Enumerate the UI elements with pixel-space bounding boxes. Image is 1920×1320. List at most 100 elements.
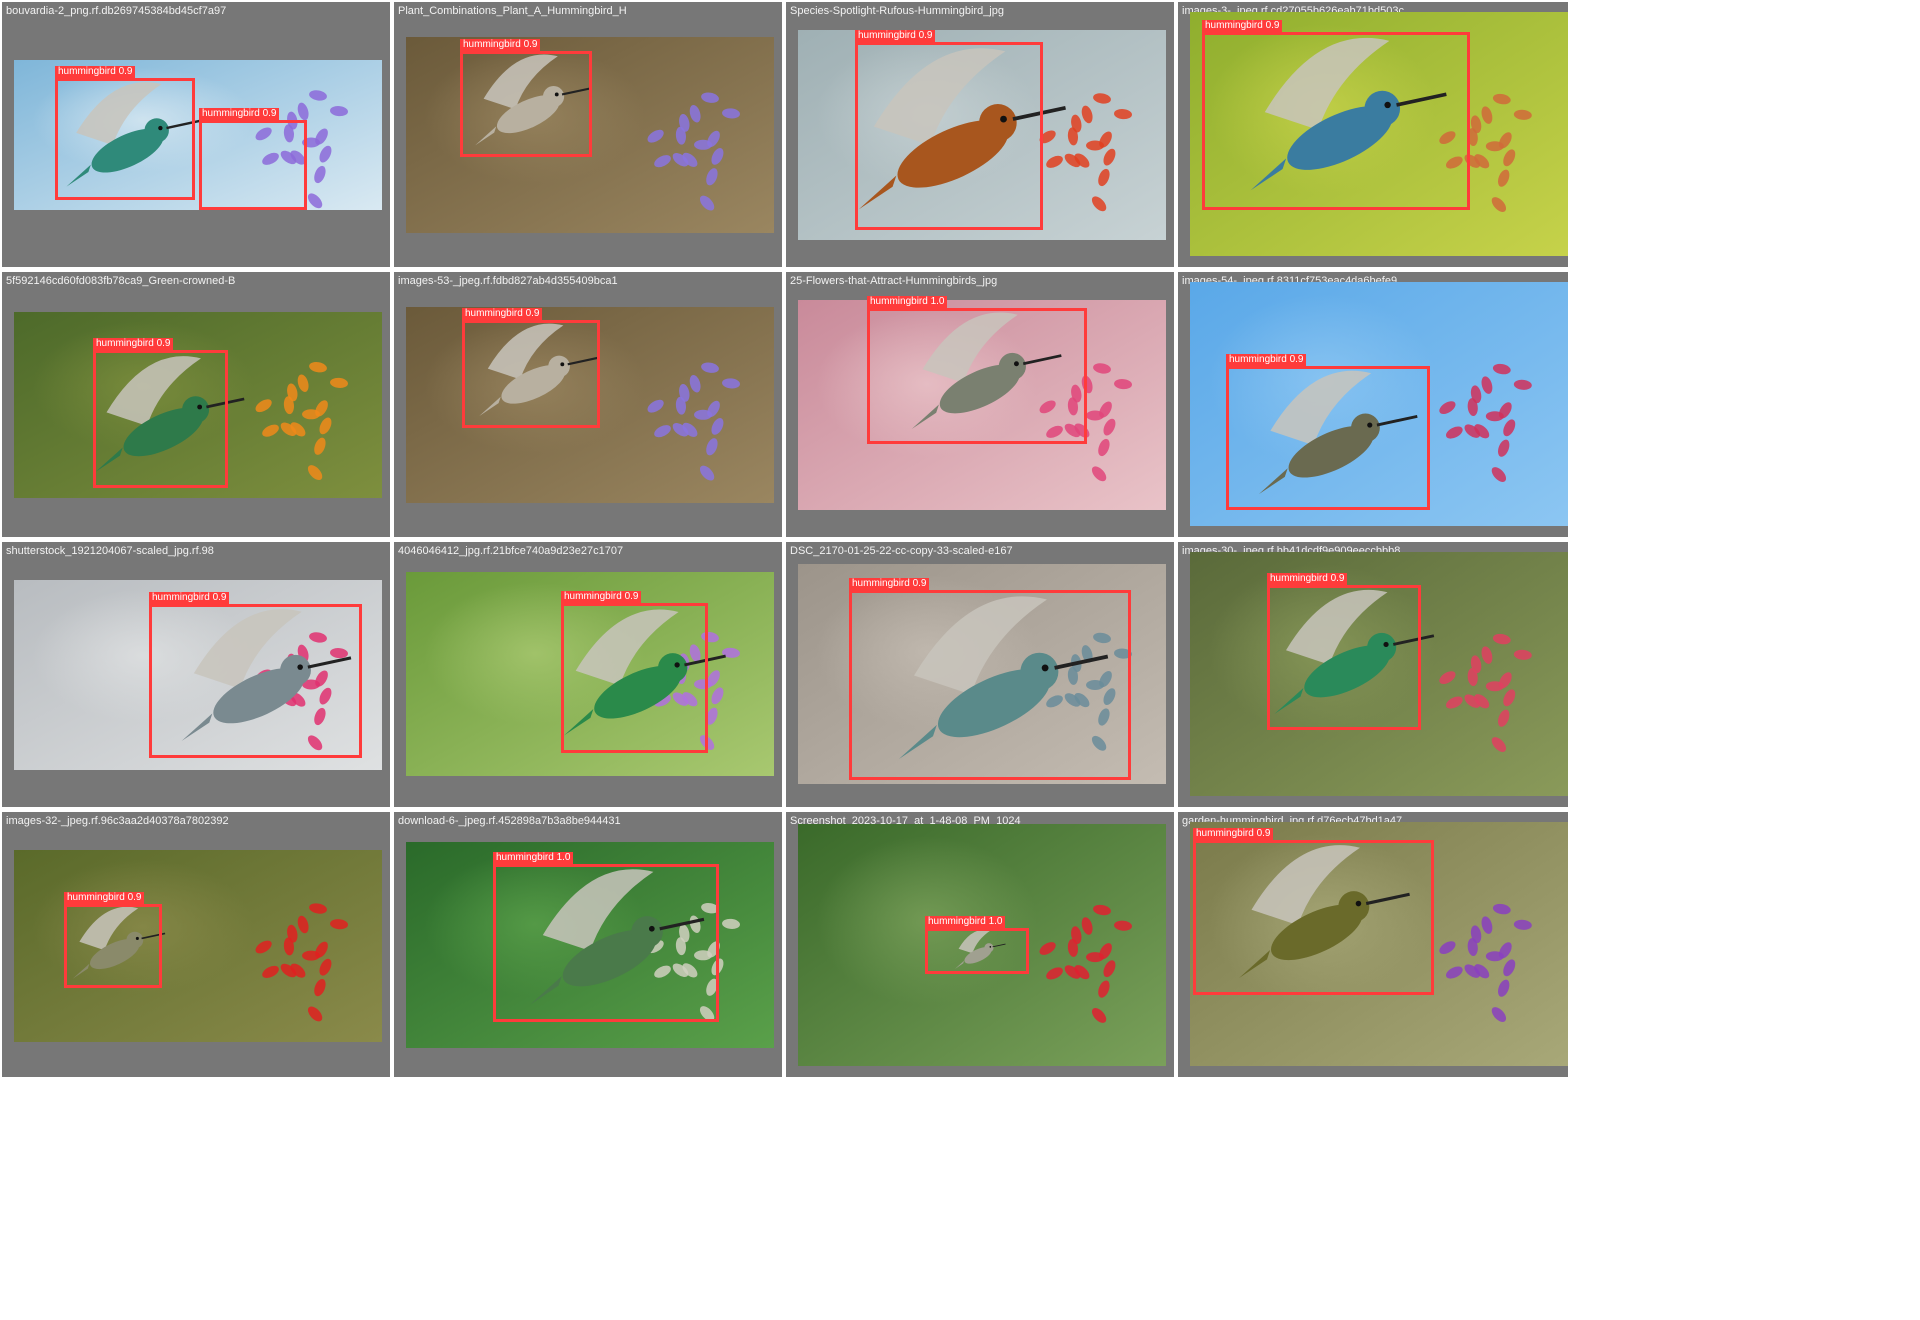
detection-label: hummingbird 0.9 (93, 338, 174, 350)
photo-illustration (798, 300, 1166, 510)
photo-illustration (14, 312, 382, 498)
flower-petal (1499, 672, 1512, 689)
flower-petal (290, 963, 306, 978)
flower-petal (319, 145, 332, 163)
flower-petal (706, 168, 718, 186)
flower-petal (1114, 109, 1132, 120)
flower-petal (672, 963, 689, 977)
flower-petal (309, 90, 327, 101)
image-filename-label: Species-Spotlight-Rufous-Hummingbird_jpg (790, 5, 1004, 17)
hummingbird-figure (898, 596, 1109, 760)
flower-petal (672, 692, 689, 706)
hummingbird-figure (1250, 37, 1447, 191)
flower-petal (1498, 169, 1510, 187)
hummingbird-photo (14, 850, 382, 1042)
flower-petal (722, 108, 740, 119)
flower-petal (319, 417, 332, 435)
flower-petal (1498, 709, 1510, 727)
flower-petal (699, 465, 715, 481)
result-tile: images-30-_jpeg.rf.bb41dcdf9e909eeccbbb8… (1178, 542, 1568, 807)
hummingbird-photo (1190, 12, 1568, 256)
flower-petal (1067, 127, 1078, 146)
flower-petal (1481, 106, 1493, 124)
flower-petal (1091, 735, 1107, 751)
flower-petal (1081, 645, 1093, 663)
flower-petal (309, 903, 327, 914)
flower-petal (1103, 688, 1116, 705)
flower-petal (689, 644, 701, 662)
hummingbird-figure (1274, 589, 1435, 715)
flower-petal (672, 422, 689, 437)
image-filename-label: images-32-_jpeg.rf.96c3aa2d40378a7802392 (6, 815, 229, 827)
hummingbird-photo (1190, 822, 1568, 1066)
result-tile: images-32-_jpeg.rf.96c3aa2d40378a7802392… (2, 812, 390, 1077)
flower-petal (654, 155, 671, 168)
flower-petal (290, 692, 306, 707)
flower-petal (1091, 1007, 1107, 1023)
image-filename-label: 4046046412_jpg.rf.21bfce740a9d23e27c1707 (398, 545, 624, 557)
flower-petal (1439, 941, 1456, 954)
flower-petal (297, 915, 309, 934)
flower-petal (682, 692, 698, 707)
result-tile: 25-Flowers-that-Attract-Hummingbirds_jpg… (786, 272, 1174, 537)
hummingbird-photo (1190, 552, 1568, 796)
flower-petal (1499, 132, 1512, 149)
hummingbird-figure (475, 54, 592, 146)
result-tile: garden-hummingbird_jpg.rf.d76ecb47bd1a47… (1178, 812, 1568, 1077)
detection-box: hummingbird 0.9 (93, 338, 228, 488)
detection-box: hummingbird 0.9 (462, 308, 600, 428)
flower-petal (1114, 648, 1132, 659)
flower-petal (711, 148, 724, 165)
flower-petal (262, 424, 279, 437)
photo-illustration (1190, 552, 1568, 796)
flower-petal (315, 670, 328, 687)
flower-petal (1091, 196, 1107, 212)
hummingbird-figure (479, 323, 599, 417)
flower-petal (314, 165, 326, 184)
flower-petal (1039, 400, 1056, 414)
flower-petal (701, 92, 719, 103)
hummingbird-photo (406, 842, 774, 1048)
flower-petal (1474, 154, 1490, 169)
photo-illustration (406, 307, 774, 503)
flower-petal (1481, 916, 1493, 934)
flower-petal (307, 465, 323, 481)
flower-petal (283, 124, 294, 143)
flower-petal (1499, 402, 1512, 419)
flower-petal (1039, 942, 1056, 955)
flower-petal (1492, 363, 1511, 375)
flower-petal (280, 963, 297, 978)
flower-petal (315, 128, 328, 145)
detection-box: hummingbird 0.9 (1202, 20, 1470, 210)
flower-petal (682, 152, 698, 167)
flower-petal (1067, 939, 1078, 957)
flower-petal (1081, 105, 1093, 124)
flower-petal (1098, 708, 1110, 726)
flower-petal (1099, 943, 1112, 960)
flower-petal (1492, 903, 1511, 915)
flower-petal (1064, 965, 1081, 979)
flower-petal (1098, 438, 1110, 457)
hummingbird-figure (95, 356, 245, 472)
photo-illustration (1190, 12, 1568, 256)
flower-petal (707, 130, 720, 148)
photo-illustration (798, 564, 1166, 784)
flower-petal (682, 422, 698, 437)
flower-petal (1498, 979, 1510, 997)
flower-petal (1445, 426, 1463, 439)
detection-label: hummingbird 0.9 (1226, 354, 1307, 366)
flower-petal (307, 193, 323, 209)
result-tile: download-6-_jpeg.rf.452898a7b3a8be944431… (394, 812, 782, 1077)
photo-illustration (14, 60, 382, 210)
flower-petal (1474, 424, 1490, 439)
flower-petal (1074, 692, 1090, 708)
detection-label: hummingbird 0.9 (855, 30, 936, 42)
flower-petal (1114, 920, 1132, 931)
flower-petal (1439, 671, 1456, 684)
result-tile: images-3-_jpeg.rf.cd27055b626eab71bd503c… (1178, 2, 1568, 267)
flower-petal (280, 422, 297, 436)
detection-label: hummingbird 0.9 (561, 591, 642, 603)
flower-petal (699, 195, 715, 211)
flower-petal (1513, 109, 1532, 120)
flower-petal (1499, 942, 1512, 959)
